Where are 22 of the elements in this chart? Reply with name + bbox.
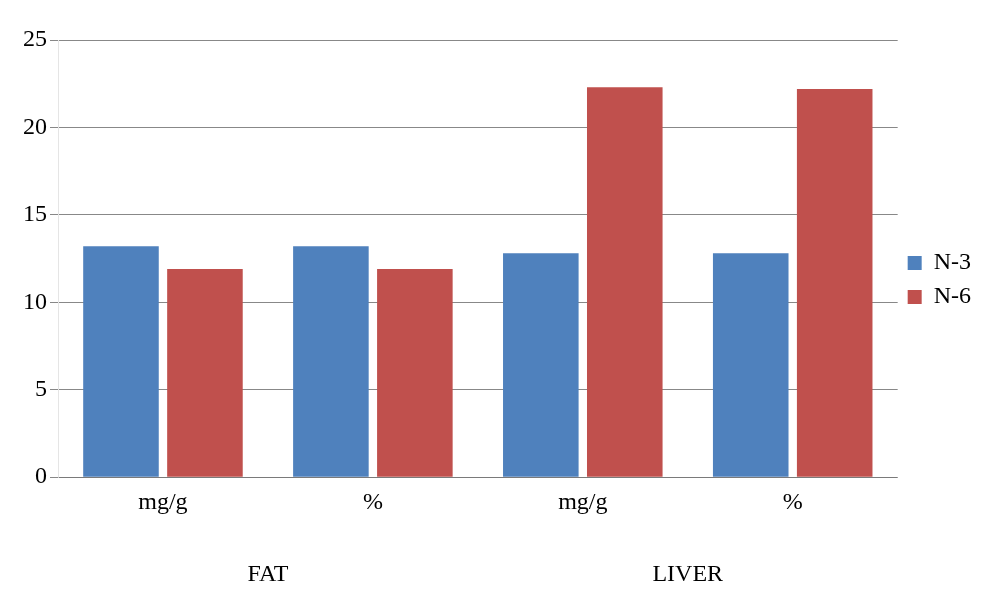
x-tick-label: mg/g: [558, 487, 608, 514]
text: FAT: [247, 560, 289, 587]
bar: [503, 253, 579, 477]
bar: [796, 88, 873, 477]
legend-label: N-6: [933, 282, 971, 309]
legend-label: N-3: [933, 248, 971, 275]
bar: [167, 269, 243, 477]
bar: [377, 269, 453, 477]
y-tick-label: 0: [35, 462, 47, 489]
y-tick-label: 5: [35, 375, 47, 402]
y-tick-label: 20: [23, 112, 47, 139]
bar: [712, 253, 789, 477]
x-tick-label: %: [782, 487, 803, 514]
text: LIVER: [652, 560, 724, 587]
y-tick-label: 10: [23, 287, 47, 314]
bar: [293, 246, 369, 477]
x-tick-label: mg/g: [138, 487, 188, 514]
bar: [83, 246, 159, 477]
y-tick-label: 15: [23, 200, 47, 227]
x-tick-label: %: [362, 487, 383, 514]
y-tick-label: 25: [23, 25, 47, 52]
bar: [587, 87, 663, 477]
